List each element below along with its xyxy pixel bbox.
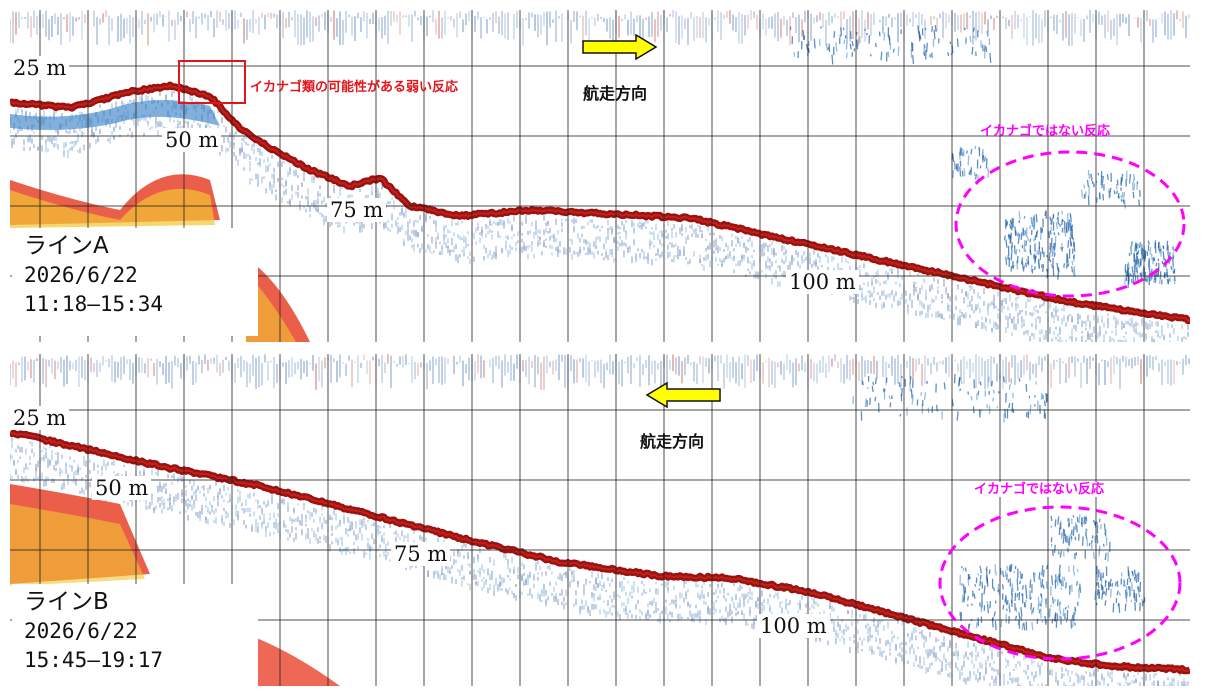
- sub-bottom-speckle: [10, 436, 1189, 686]
- line-name: ラインB: [24, 589, 109, 615]
- depth-label-100m: 100 m: [757, 614, 830, 638]
- fish-school-echo: [789, 24, 1176, 289]
- depth-label-25m: 25 m: [10, 406, 70, 430]
- arrow-left-icon: [645, 382, 721, 408]
- not-sandeel-note-text: イカナゴではない反応: [970, 482, 1109, 497]
- depth-label-75m: 75 m: [327, 198, 387, 222]
- line-name: ラインA: [24, 233, 109, 259]
- surface-noise: [10, 354, 1190, 390]
- depth-label-75m: 75 m: [391, 542, 451, 566]
- not-sandeel-ellipse: [938, 505, 1182, 661]
- not-sandeel-note: イカナゴではない反応: [980, 124, 1111, 139]
- fish-school-echo: [852, 373, 1146, 631]
- depth-label-100m: 100 m: [786, 270, 859, 294]
- grid: [10, 354, 1190, 686]
- heading-direction-label: 航走方向: [640, 432, 705, 451]
- echogram-line-a: [10, 10, 1190, 342]
- survey-time-range: 11:18—15:34: [24, 292, 164, 316]
- line-b-info: ラインB 2026/6/22 15:45—19:17: [12, 584, 258, 686]
- echogram-line-b: [10, 354, 1190, 686]
- line-a-info: ラインA 2026/6/22 11:18—15:34: [12, 228, 258, 336]
- echogram-panel-line-a: 25 m 50 m 75 m 100 m イカナゴ類の可能性がある弱い反応 航走…: [10, 10, 1190, 342]
- weak-echo-highlight-box: [178, 60, 246, 104]
- arrow-right-icon: [582, 34, 658, 60]
- not-sandeel-ellipse: [954, 150, 1186, 298]
- heading-direction-label: 航走方向: [583, 84, 648, 103]
- echogram-panel-line-b: 25 m 50 m 75 m 100 m 航走方向 イカナゴではない反応 ライン…: [10, 354, 1190, 686]
- survey-date: 2026/6/22: [24, 263, 138, 287]
- shallow-strong-echo: [10, 100, 310, 342]
- survey-time-range: 15:45—19:17: [24, 648, 164, 672]
- depth-label-25m: 25 m: [10, 56, 70, 80]
- grid: [10, 10, 1190, 342]
- depth-label-50m: 50 m: [162, 128, 222, 152]
- shallow-strong-echo: [10, 484, 340, 686]
- survey-date: 2026/6/22: [24, 619, 138, 643]
- not-sandeel-note: イカナゴではない反応: [970, 478, 1109, 497]
- depth-label-50m: 50 m: [92, 476, 152, 500]
- weak-echo-note: イカナゴ類の可能性がある弱い反応: [250, 80, 459, 95]
